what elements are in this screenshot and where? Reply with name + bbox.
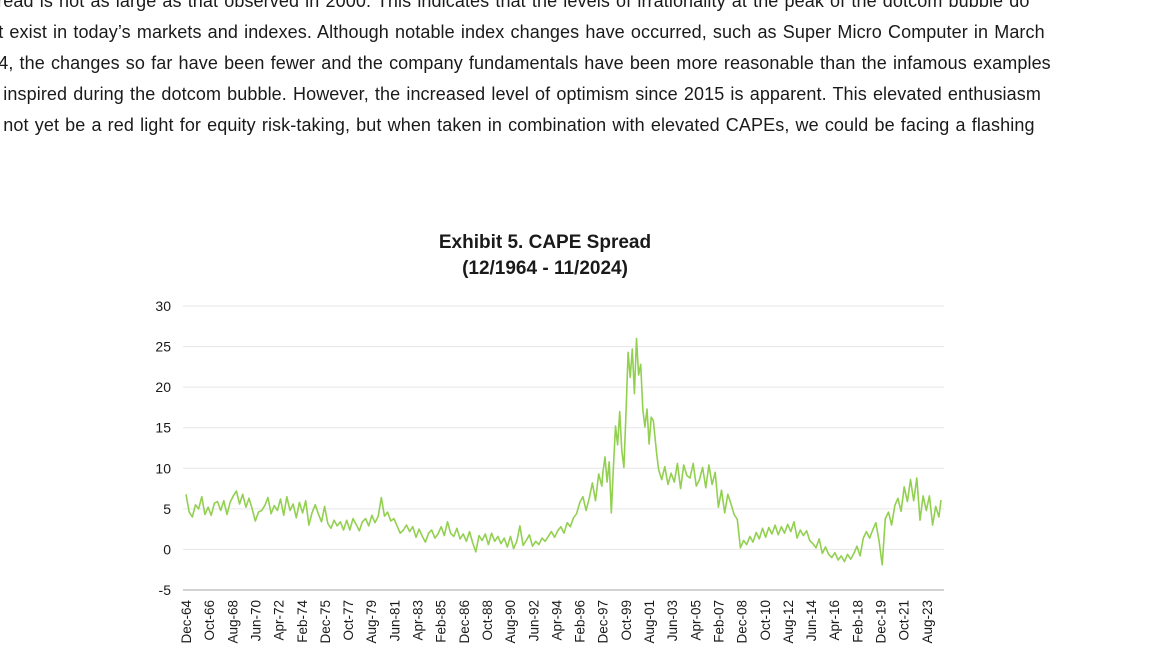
x-tick-label: Apr-72 — [272, 600, 287, 641]
x-tick-label: Aug-01 — [642, 600, 657, 644]
y-axis-ticks: 30 25 20 15 10 5 0 -5 — [155, 298, 171, 598]
x-tick-label: Jun-70 — [248, 600, 263, 641]
y-tick-label: 20 — [155, 379, 171, 395]
x-tick-label: Oct-66 — [202, 600, 217, 641]
chart-subtitle: (12/1964 - 11/2024) — [462, 258, 628, 279]
x-tick-label: Dec-08 — [735, 600, 750, 644]
x-tick-label: Aug-12 — [781, 600, 796, 644]
x-tick-label: Dec-97 — [596, 600, 611, 644]
x-tick-label: Oct-10 — [758, 600, 773, 641]
cape-spread-line — [185, 337, 942, 566]
y-tick-label: 10 — [155, 460, 171, 476]
x-tick-label: Feb-85 — [434, 600, 449, 643]
y-tick-label: 25 — [155, 339, 171, 355]
y-tick-label: 30 — [155, 298, 171, 314]
x-tick-label: Apr-83 — [411, 600, 426, 641]
x-tick-label: Oct-21 — [897, 600, 912, 641]
x-tick-label: Oct-88 — [480, 600, 495, 641]
x-tick-label: Dec-19 — [874, 600, 889, 644]
x-tick-label: Aug-23 — [920, 600, 935, 644]
x-tick-label: Oct-77 — [341, 600, 356, 641]
x-tick-label: Feb-96 — [573, 600, 588, 643]
body-text-line-5: ay not yet be a red light for equity ris… — [0, 115, 1035, 135]
x-tick-label: Dec-75 — [318, 600, 333, 644]
gridlines — [183, 305, 944, 591]
body-text-line-1: spread is not as large as that observed … — [0, 0, 1030, 11]
y-tick-label: 0 — [163, 541, 171, 557]
chart-title: Exhibit 5. CAPE Spread — [438, 232, 652, 253]
body-text-line-4: ns inspired during the dotcom bubble. Ho… — [0, 84, 1041, 104]
x-tick-label: Aug-68 — [225, 600, 240, 644]
x-tick-label: Jun-14 — [804, 600, 819, 642]
x-tick-label: Feb-18 — [850, 600, 865, 643]
x-axis-ticks: Dec-64 Oct-66 Aug-68 Jun-70 Apr-72 Feb-74 Dec-… — [179, 600, 935, 644]
y-tick-label: 15 — [155, 420, 171, 436]
series-layer — [185, 337, 942, 566]
x-tick-label: Feb-74 — [295, 600, 310, 643]
x-tick-label: Apr-05 — [688, 600, 703, 641]
x-tick-label: Jun-92 — [526, 600, 541, 641]
y-tick-label: -5 — [159, 582, 172, 598]
y-tick-label: 5 — [163, 501, 171, 517]
x-tick-label: Dec-86 — [457, 600, 472, 644]
x-tick-label: Feb-07 — [711, 600, 726, 643]
x-tick-label: Apr-94 — [549, 600, 564, 641]
body-text: spread is not as large as that observed … — [0, 0, 1160, 141]
x-tick-label: Aug-79 — [364, 600, 379, 644]
x-tick-label: Oct-99 — [619, 600, 634, 641]
body-text-line-2: not exist in today’s markets and indexes… — [0, 22, 1045, 42]
x-tick-label: Dec-64 — [179, 600, 194, 644]
x-tick-label: Aug-90 — [503, 600, 518, 644]
x-tick-label: Jun-81 — [387, 600, 402, 641]
body-text-line-3: 024, the changes so far have been fewer … — [0, 53, 1051, 73]
x-tick-label: Apr-16 — [827, 600, 842, 641]
x-tick-label: Jun-03 — [665, 600, 680, 641]
